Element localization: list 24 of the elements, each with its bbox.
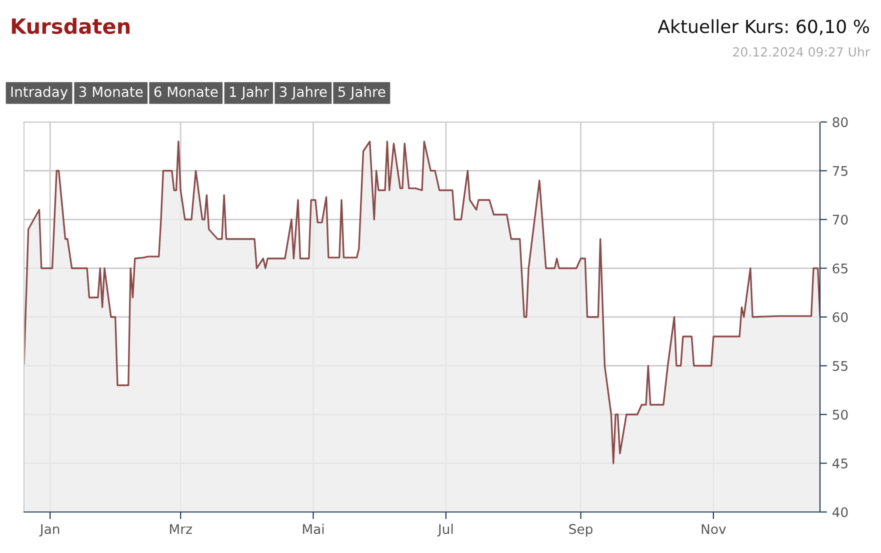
- x-tick-label: Nov: [702, 524, 726, 534]
- x-tick-label: Jan: [39, 524, 60, 536]
- text: 20.12.2024 09:27 Uhr: [733, 46, 870, 57]
- y-tick-label: 50: [832, 410, 848, 420]
- text: Intraday: [11, 86, 68, 100]
- text: 5 Jahre: [338, 86, 386, 100]
- y-tick-label: 80: [832, 117, 848, 128]
- y-tick-label: 40: [832, 507, 848, 518]
- text: 1 Jahr: [230, 86, 269, 100]
- chart-title: Kursdaten: [12, 18, 130, 34]
- x-tick-label: Sep: [569, 524, 592, 537]
- x-tick-label: Mai: [302, 524, 324, 534]
- y-tick-label: 70: [832, 214, 848, 225]
- text: 6 Monate: [154, 86, 218, 98]
- y-tick-label: 65: [832, 263, 848, 274]
- x-tick-label: Jul: [437, 524, 453, 536]
- text: 3 Jahre: [280, 86, 327, 100]
- chart-subtitle: Aktueller Kurs: 60,10 %: [658, 19, 870, 36]
- y-tick-label: 60: [832, 312, 848, 322]
- text: 3 Monate: [79, 86, 143, 98]
- y-tick-label: 45: [832, 458, 848, 468]
- x-tick-label: Mrz: [170, 524, 192, 534]
- y-tick-label: 75: [832, 166, 848, 176]
- y-tick-label: 55: [832, 361, 848, 371]
